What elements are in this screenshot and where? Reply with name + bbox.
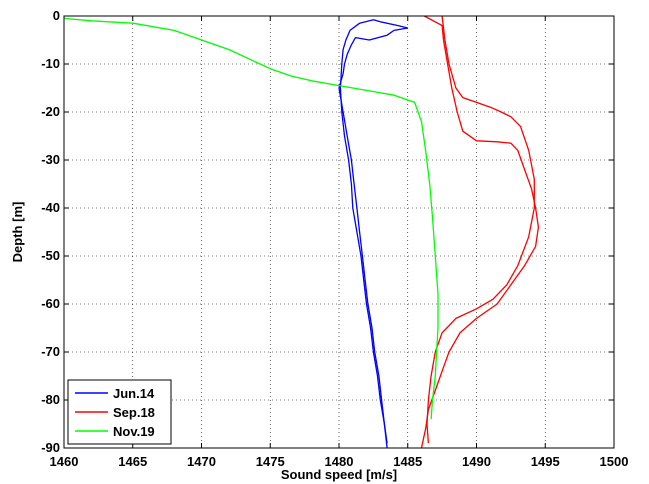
y-tick-label: -30 bbox=[41, 152, 60, 167]
series-line-sep-18 bbox=[426, 15, 535, 444]
series-line-jun-14 bbox=[339, 19, 408, 449]
x-tick-label: 1490 bbox=[462, 454, 491, 469]
x-tick-label: 1470 bbox=[187, 454, 216, 469]
y-tick-label: -20 bbox=[41, 104, 60, 119]
y-tick-label: -40 bbox=[41, 200, 60, 215]
x-axis-title: Sound speed [m/s] bbox=[281, 467, 397, 482]
legend-label: Sep.18 bbox=[113, 405, 155, 420]
y-tick-label: -70 bbox=[41, 344, 60, 359]
x-tick-label: 1460 bbox=[50, 454, 79, 469]
x-tick-label: 1465 bbox=[118, 454, 147, 469]
series-layer bbox=[63, 15, 540, 449]
legend-label: Jun.14 bbox=[113, 386, 155, 401]
y-tick-label: -50 bbox=[41, 248, 60, 263]
series-line-nov-19 bbox=[63, 17, 439, 420]
x-tick-label: 1500 bbox=[600, 454, 629, 469]
y-tick-label: -60 bbox=[41, 296, 60, 311]
legend: Jun.14 Sep.18 Nov.19 bbox=[67, 379, 172, 445]
x-tick-label: 1495 bbox=[531, 454, 560, 469]
x-tick-label: 1480 bbox=[325, 454, 354, 469]
ticks bbox=[63, 15, 615, 449]
y-tick-label: -10 bbox=[41, 56, 60, 71]
x-tick-label: 1485 bbox=[393, 454, 422, 469]
series-line-jun-14 bbox=[338, 27, 408, 444]
y-tick-label: -90 bbox=[41, 440, 60, 455]
y-axis-title: Depth [m] bbox=[10, 202, 25, 263]
y-tick-label: -80 bbox=[41, 392, 60, 407]
legend-label: Nov.19 bbox=[113, 424, 155, 439]
x-tick-label: 1475 bbox=[256, 454, 285, 469]
series-line-sep-18 bbox=[420, 15, 540, 449]
tick-labels: 1460 1465 1470 1475 1480 1485 1490 1495 1500 0 -10… bbox=[41, 8, 628, 469]
y-tick-label: 0 bbox=[53, 8, 60, 23]
